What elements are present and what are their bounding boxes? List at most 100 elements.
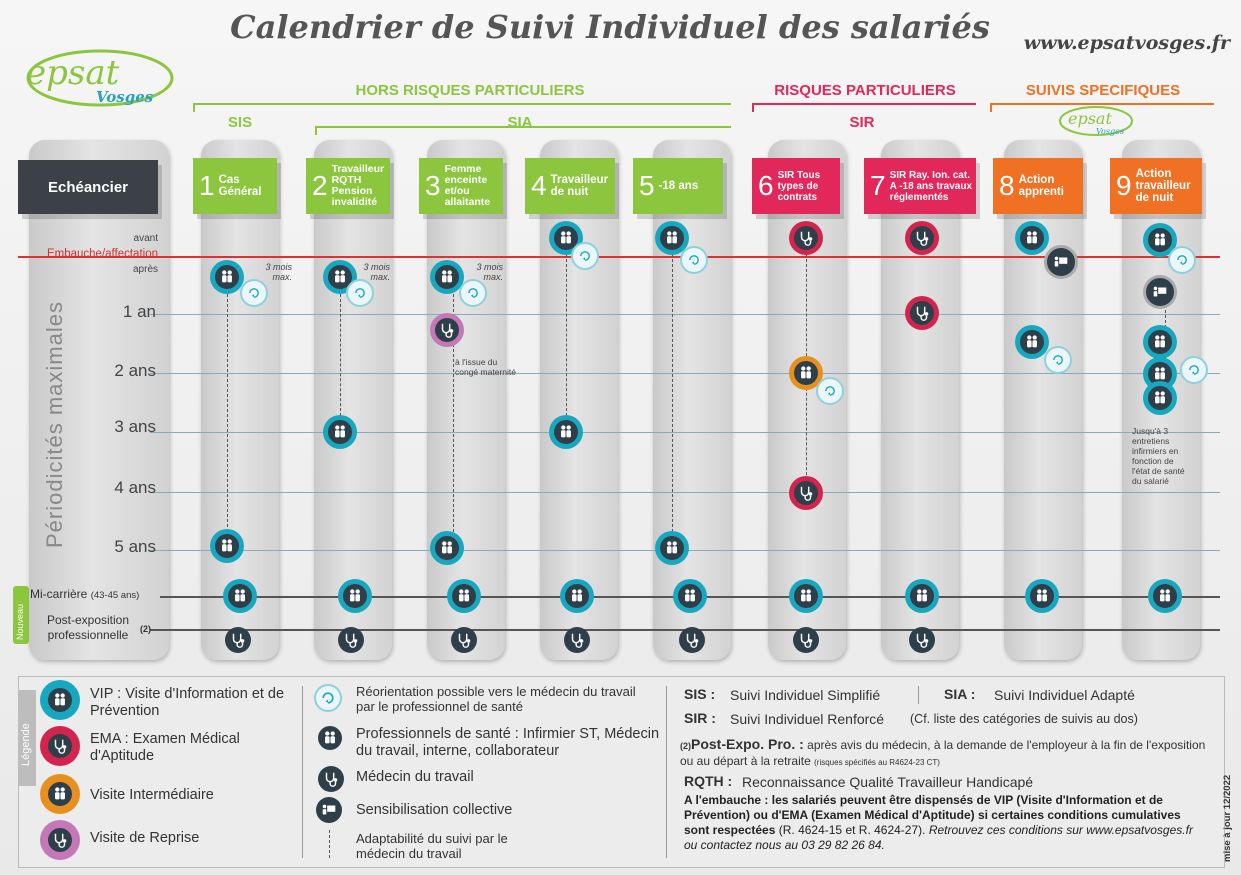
vip-icon — [655, 221, 689, 255]
intermediaire-icon — [789, 356, 823, 390]
legend-med-icon — [318, 766, 344, 792]
ema-icon — [905, 221, 939, 255]
abbr-rqth-value: Reconnaissance Qualité Travailleur Handi… — [742, 774, 1034, 790]
post-expo-def: (2)Post-Expo. Pro. : après avis du médec… — [680, 737, 1210, 770]
card-num: 1 — [199, 170, 215, 201]
abbr-sia-value: Suivi Individuel Adapté — [994, 687, 1135, 703]
vip-icon — [1015, 221, 1049, 255]
vip-icon — [549, 415, 583, 449]
legend-sens: Sensibilisation collective — [356, 802, 513, 818]
card-col-1: 1 Cas Général — [193, 158, 277, 214]
note-jusqua: Jusqu'à 3 entretiens infirmiers en fonct… — [1132, 426, 1185, 486]
post-expo-note: (2) — [140, 624, 151, 634]
line-4ans — [150, 492, 1220, 493]
legend-title: Légende — [20, 723, 32, 766]
abbr-sis-value: Suivi Individuel Simplifié — [730, 687, 881, 703]
group-sia: SIA — [507, 114, 533, 131]
vip-icon — [210, 529, 244, 563]
reorientation-icon — [816, 377, 844, 405]
column-2-bg — [314, 140, 392, 660]
dash-col4 — [566, 254, 567, 416]
card-num: 4 — [531, 170, 547, 201]
column-1-bg — [201, 140, 279, 660]
row-3ans: 3 ans — [114, 417, 156, 436]
website-link[interactable]: www.epsatvosges.fr — [1023, 32, 1230, 54]
vip-icon — [223, 579, 257, 613]
reorientation-icon — [1168, 246, 1196, 274]
row-post-expo: Post-exposition professionnelle — [46, 613, 130, 642]
legend-ema: EMA : Examen Médical d'Aptitude — [90, 731, 240, 764]
card-num: 3 — [425, 170, 441, 201]
legend-vi: Visite Intermédiaire — [90, 787, 214, 803]
echeancier-label: Echéancier — [18, 160, 158, 214]
row-1an: 1 an — [122, 302, 156, 321]
axis-title: Périodicités maximales — [42, 301, 67, 548]
post-expo-text: après avis du médecin, à la demande de l… — [680, 738, 1206, 768]
card-col-7: 7 SIR Ray. Ion. cat. A -18 ans travaux ré… — [864, 158, 976, 214]
post-expo-small: (risques spécifiés au R4624-23 CT) — [814, 758, 940, 767]
row-4ans: 4 ans — [114, 478, 156, 497]
legend-vip-icon — [40, 680, 80, 720]
medecin-icon — [451, 627, 477, 653]
reorientation-icon — [571, 242, 599, 270]
embauche-italic: Retrouvez ces conditions sur www.epsatvo… — [684, 823, 1193, 852]
ema-icon — [789, 221, 823, 255]
abbr-sir-key: SIR : — [684, 710, 716, 726]
row-avant: avant — [133, 233, 158, 244]
ema-icon — [789, 476, 823, 510]
bracket-hors — [193, 103, 731, 112]
abbr-sir-value: Suivi Individuel Renforcé — [730, 711, 885, 727]
vip-icon — [1015, 325, 1049, 359]
nouveau-label: Nouveau — [15, 603, 25, 640]
embauche-def: A l'embauche : les salariés peuvent être… — [684, 793, 1204, 853]
left-axis-column — [29, 140, 169, 660]
vip-icon — [905, 579, 939, 613]
card-label: Action travailleur de nuit — [1135, 168, 1191, 204]
post-expo-num: (2) — [680, 741, 691, 751]
legend-reo: Réorientation possible vers le médecin d… — [356, 684, 636, 714]
abbr-rqth-key: RQTH : — [684, 773, 733, 789]
nouveau-tab — [13, 586, 29, 644]
line-1an — [150, 314, 1220, 315]
vip-icon — [1143, 381, 1177, 415]
legend-dash-icon — [329, 830, 330, 858]
dash-col2 — [340, 294, 341, 416]
legend-adapt: Adaptabilité du suivi par le médecin du … — [356, 831, 508, 861]
card-label: Femme enceinte et/ou allaitante — [444, 163, 491, 208]
bracket-sia — [315, 126, 731, 135]
group-risques: RISQUES PARTICULIERS — [774, 82, 956, 99]
epsat-logo: epsat Vosges — [18, 46, 178, 110]
reorientation-icon — [240, 279, 268, 307]
card-label: -18 ans — [658, 180, 699, 192]
card-label: Cas Général — [218, 174, 262, 198]
row-mi-carriere: Mi-carrière (43-45 ans) — [30, 587, 160, 601]
group-hors-risques: HORS RISQUES PARTICULIERS — [355, 82, 585, 99]
vip-icon — [1143, 223, 1177, 257]
abbr-sir-note: (Cf. liste des catégories de suivis au d… — [910, 712, 1138, 726]
legend-divider-2 — [666, 686, 667, 858]
group-suivis: SUIVIS SPECIFIQUES — [1025, 82, 1181, 99]
card-col-5: 5 -18 ans — [633, 158, 723, 214]
line-3ans — [150, 432, 1220, 433]
update-date: mise à jour 12/2022 — [1222, 774, 1233, 862]
reorientation-icon — [346, 279, 374, 307]
medecin-icon — [338, 627, 364, 653]
medecin-icon — [793, 627, 819, 653]
sensibilisation-icon — [1044, 245, 1078, 279]
mi-carriere-age: (43-45 ans) — [90, 590, 140, 601]
vip-icon — [789, 579, 823, 613]
card-label: SIR Tous types de contrats — [777, 169, 821, 203]
svg-text:Vosges: Vosges — [1096, 127, 1124, 136]
sensibilisation-icon — [1143, 275, 1177, 309]
card-num: 7 — [870, 170, 886, 201]
embauche-line — [18, 256, 1220, 258]
row-5ans: 5 ans — [114, 537, 156, 556]
legend-vr: Visite de Reprise — [90, 830, 200, 846]
group-sis: SIS — [227, 114, 253, 131]
legend-divider-1 — [302, 686, 303, 858]
legend-ema-icon — [40, 726, 80, 766]
svg-text:Vosges: Vosges — [96, 88, 154, 106]
card-num: 9 — [1116, 170, 1132, 201]
column-3-bg — [427, 140, 505, 660]
legend-vr-icon — [40, 820, 80, 860]
